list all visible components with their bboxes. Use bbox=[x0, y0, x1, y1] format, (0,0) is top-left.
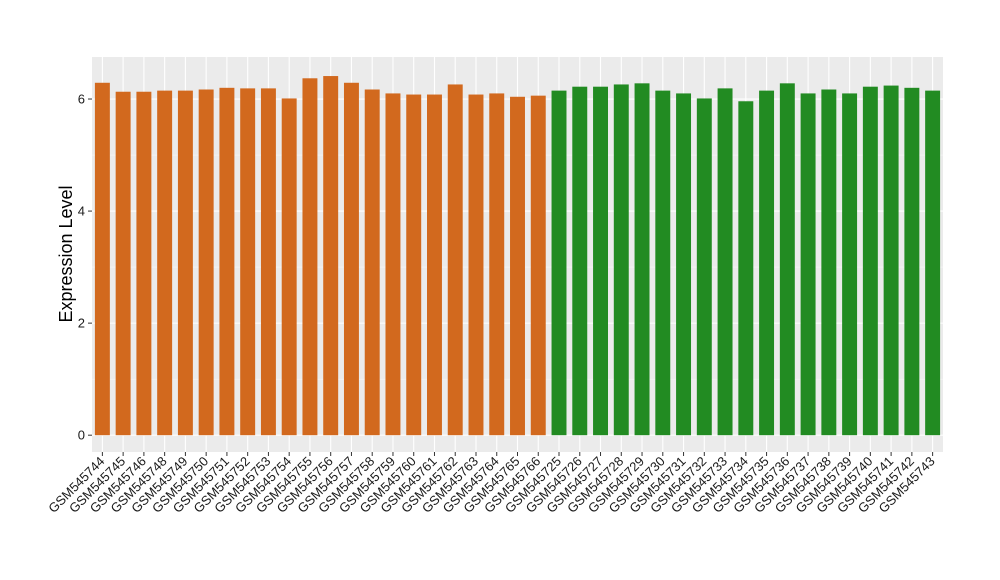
bar-GSM545727 bbox=[593, 86, 608, 436]
bar-GSM545746 bbox=[136, 91, 152, 436]
bar-GSM545760 bbox=[406, 94, 422, 436]
bar-GSM545740 bbox=[862, 86, 878, 436]
bar-GSM545761 bbox=[427, 94, 442, 436]
y-axis-ticks: 0 2 4 6 bbox=[78, 92, 92, 443]
bar-GSM545739 bbox=[842, 93, 858, 436]
bar-GSM545753 bbox=[260, 88, 276, 436]
bar-GSM545736 bbox=[779, 83, 795, 436]
bar-GSM545763 bbox=[468, 94, 484, 436]
y-tick-label: 2 bbox=[78, 316, 85, 331]
bar-GSM545750 bbox=[198, 89, 214, 436]
bar-GSM545765 bbox=[510, 96, 525, 436]
bar-GSM545738 bbox=[821, 89, 837, 436]
bar-GSM545729 bbox=[634, 83, 650, 436]
bar-GSM545759 bbox=[385, 93, 401, 436]
y-axis-title: Expression Level bbox=[56, 185, 76, 322]
bar-GSM545754 bbox=[281, 98, 297, 436]
bar-GSM545743 bbox=[925, 90, 941, 436]
bar-GSM545764 bbox=[489, 93, 505, 436]
bar-GSM545755 bbox=[302, 78, 318, 436]
bars bbox=[94, 76, 941, 436]
bar-GSM545748 bbox=[157, 90, 173, 436]
bar-GSM545741 bbox=[883, 85, 899, 436]
y-tick-label: 6 bbox=[78, 92, 85, 107]
bar-GSM545756 bbox=[323, 76, 339, 436]
bar-GSM545737 bbox=[800, 93, 816, 436]
bar-GSM545758 bbox=[364, 89, 380, 436]
bar-GSM545734 bbox=[738, 101, 754, 436]
bar-GSM545742 bbox=[904, 87, 920, 436]
bar-GSM545762 bbox=[447, 84, 463, 436]
bar-GSM545726 bbox=[572, 86, 588, 436]
bar-GSM545725 bbox=[551, 90, 567, 436]
bar-GSM545730 bbox=[655, 90, 671, 436]
bar-GSM545728 bbox=[613, 84, 629, 436]
bar-GSM545749 bbox=[177, 90, 193, 436]
bar-GSM545751 bbox=[219, 87, 235, 436]
y-tick-label: 4 bbox=[78, 204, 85, 219]
bar-GSM545732 bbox=[696, 98, 712, 436]
bar-GSM545766 bbox=[530, 95, 546, 436]
bar-GSM545735 bbox=[759, 90, 775, 436]
y-tick-label: 0 bbox=[78, 428, 85, 443]
bar-GSM545757 bbox=[343, 82, 359, 436]
bar-GSM545733 bbox=[717, 88, 733, 436]
bar-GSM545752 bbox=[240, 88, 256, 436]
x-axis-ticks: GSM545744GSM545745GSM545746GSM545748GSM5… bbox=[45, 452, 938, 516]
bar-GSM545731 bbox=[676, 93, 692, 436]
bar-GSM545744 bbox=[94, 82, 110, 436]
bar-GSM545745 bbox=[115, 91, 131, 436]
